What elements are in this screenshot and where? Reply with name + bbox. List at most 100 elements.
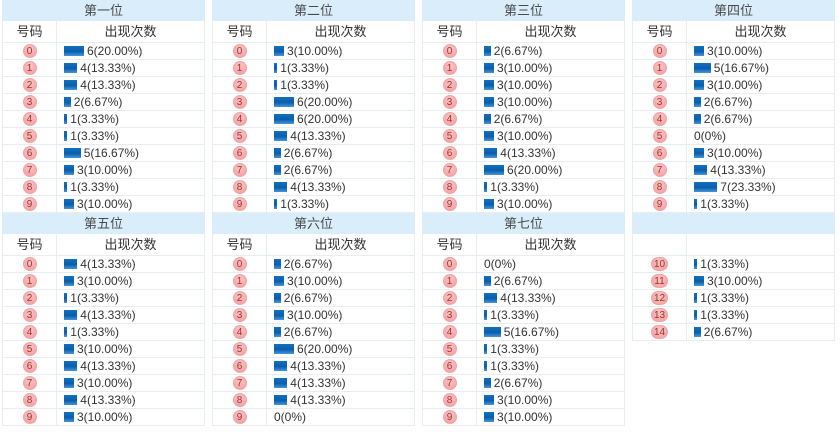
count-cell: 1(3.33%)	[267, 196, 414, 212]
table-row: 3 3(10.00%)	[213, 307, 414, 324]
table-title: 第七位	[422, 213, 625, 234]
table-header-row: 号码 出现次数	[213, 234, 414, 256]
frequency-bar	[274, 310, 284, 320]
count-label: 6(20.00%)	[297, 112, 353, 126]
number-cell: 5	[633, 128, 687, 144]
number-cell: 0	[3, 43, 57, 59]
number-cell: 5	[3, 128, 57, 144]
number-badge: 2	[232, 291, 247, 305]
table-row: 7 3(10.00%)	[3, 375, 204, 392]
frequency-bar	[64, 46, 84, 56]
table-row: 5 1(3.33%)	[423, 341, 624, 358]
frequency-bar	[694, 114, 701, 124]
number-badge: 1	[442, 274, 457, 288]
count-cell: 6(20.00%)	[57, 43, 204, 59]
number-badge: 6	[442, 146, 457, 160]
count-cell: 3(10.00%)	[57, 409, 204, 425]
number-badge: 3	[652, 95, 667, 109]
frequency-bar	[274, 344, 294, 354]
count-cell: 3(10.00%)	[477, 60, 624, 76]
number-badge: 6	[442, 359, 457, 373]
table-row: 9 1(3.33%)	[213, 196, 414, 213]
number-cell: 1	[3, 273, 57, 289]
number-badge: 5	[652, 129, 667, 143]
count-label: 2(6.67%)	[493, 112, 543, 126]
number-badge: 4	[22, 112, 37, 126]
frequency-bar	[484, 293, 498, 303]
count-label: 3(10.00%)	[707, 44, 763, 58]
number-badge: 3	[232, 308, 247, 322]
number-cell: 3	[423, 307, 477, 323]
number-cell: 3	[3, 307, 57, 323]
table-header-row	[633, 234, 834, 256]
table-row: 3 3(10.00%)	[423, 94, 624, 111]
table-row: 8 1(3.33%)	[3, 179, 204, 196]
frequency-bar	[694, 327, 701, 337]
count-label: 1(3.33%)	[490, 359, 539, 373]
count-label: 1(3.33%)	[70, 291, 119, 305]
count-label: 4(13.33%)	[80, 359, 136, 373]
count-cell: 4(13.33%)	[57, 77, 204, 93]
number-cell: 7	[423, 375, 477, 391]
number-badge: 1	[442, 61, 457, 75]
count-cell: 1(3.33%)	[57, 324, 204, 340]
table-title: 第二位	[212, 0, 415, 21]
count-cell: 2(6.67%)	[477, 375, 624, 391]
frequency-bar	[274, 395, 288, 405]
frequency-bar	[484, 46, 491, 56]
table-row: 2 4(13.33%)	[3, 77, 204, 94]
table-body: 号码 出现次数 0 4(13.33%) 1 3(10.00%) 2 1(3.33%) 3 4(13…	[2, 234, 205, 426]
number-badge: 12	[650, 291, 669, 305]
table-body: 号码 出现次数 0 3(10.00%) 1 1(3.33%) 2 1(3.33%) 3 6(20.…	[212, 21, 415, 213]
table-row: 4 5(16.67%)	[423, 324, 624, 341]
number-cell: 5	[213, 341, 267, 357]
count-label: 5(16.67%)	[713, 61, 770, 75]
count-column-header: 出现次数	[104, 237, 157, 252]
count-label: 3(10.00%)	[707, 146, 763, 160]
table-row: 4 1(3.33%)	[3, 111, 204, 128]
table-row: 8 3(10.00%)	[423, 392, 624, 409]
count-label: 4(13.33%)	[710, 163, 766, 177]
frequency-bar	[694, 293, 698, 303]
frequency-bar	[274, 46, 284, 56]
frequency-bar	[694, 80, 704, 90]
count-label: 4(13.33%)	[80, 61, 136, 75]
table-title: 第六位	[212, 213, 415, 234]
count-label: 2(6.67%)	[283, 257, 333, 271]
table-header-row: 号码 出现次数	[3, 234, 204, 256]
count-label: 2(6.67%)	[283, 163, 333, 177]
number-cell: 4	[423, 111, 477, 127]
number-cell: 2	[633, 77, 687, 93]
count-cell: 3(10.00%)	[687, 43, 834, 59]
number-cell: 13	[633, 307, 687, 323]
table-row: 8 7(23.33%)	[633, 179, 834, 196]
count-cell: 6(20.00%)	[267, 341, 414, 357]
frequency-bar	[694, 276, 704, 286]
table-row: 4 2(6.67%)	[213, 324, 414, 341]
number-cell: 9	[213, 196, 267, 212]
table-row: 4 2(6.67%)	[423, 111, 624, 128]
count-label: 3(10.00%)	[707, 78, 763, 92]
count-label: 2(6.67%)	[493, 44, 543, 58]
table-row: 1 1(3.33%)	[213, 60, 414, 77]
count-cell: 4(13.33%)	[477, 145, 624, 161]
frequency-bar	[484, 395, 494, 405]
table-row: 2 1(3.33%)	[3, 290, 204, 307]
number-cell: 6	[213, 145, 267, 161]
frequency-bar	[64, 199, 74, 209]
count-cell: 1(3.33%)	[267, 60, 414, 76]
table-row: 7 2(6.67%)	[423, 375, 624, 392]
number-badge: 6	[22, 146, 37, 160]
number-cell: 7	[213, 162, 267, 178]
frequency-grid: 第一位 号码 出现次数 0 6(20.00%) 1 4(13.33%) 2 4(13.33%) 3…	[2, 0, 835, 426]
count-label: 3(10.00%)	[497, 78, 553, 92]
table-row: 6 4(13.33%)	[3, 358, 204, 375]
table-row: 8 4(13.33%)	[3, 392, 204, 409]
table-row: 1 4(13.33%)	[3, 60, 204, 77]
frequency-bar	[64, 114, 68, 124]
table-row: 0 3(10.00%)	[213, 43, 414, 60]
position-table: 第五位 号码 出现次数 0 4(13.33%) 1 3(10.00%) 2 1(3.33%) 3 4…	[2, 213, 205, 426]
count-label: 2(6.67%)	[703, 325, 753, 339]
count-label: 2(6.67%)	[703, 95, 753, 109]
number-cell: 3	[213, 94, 267, 110]
